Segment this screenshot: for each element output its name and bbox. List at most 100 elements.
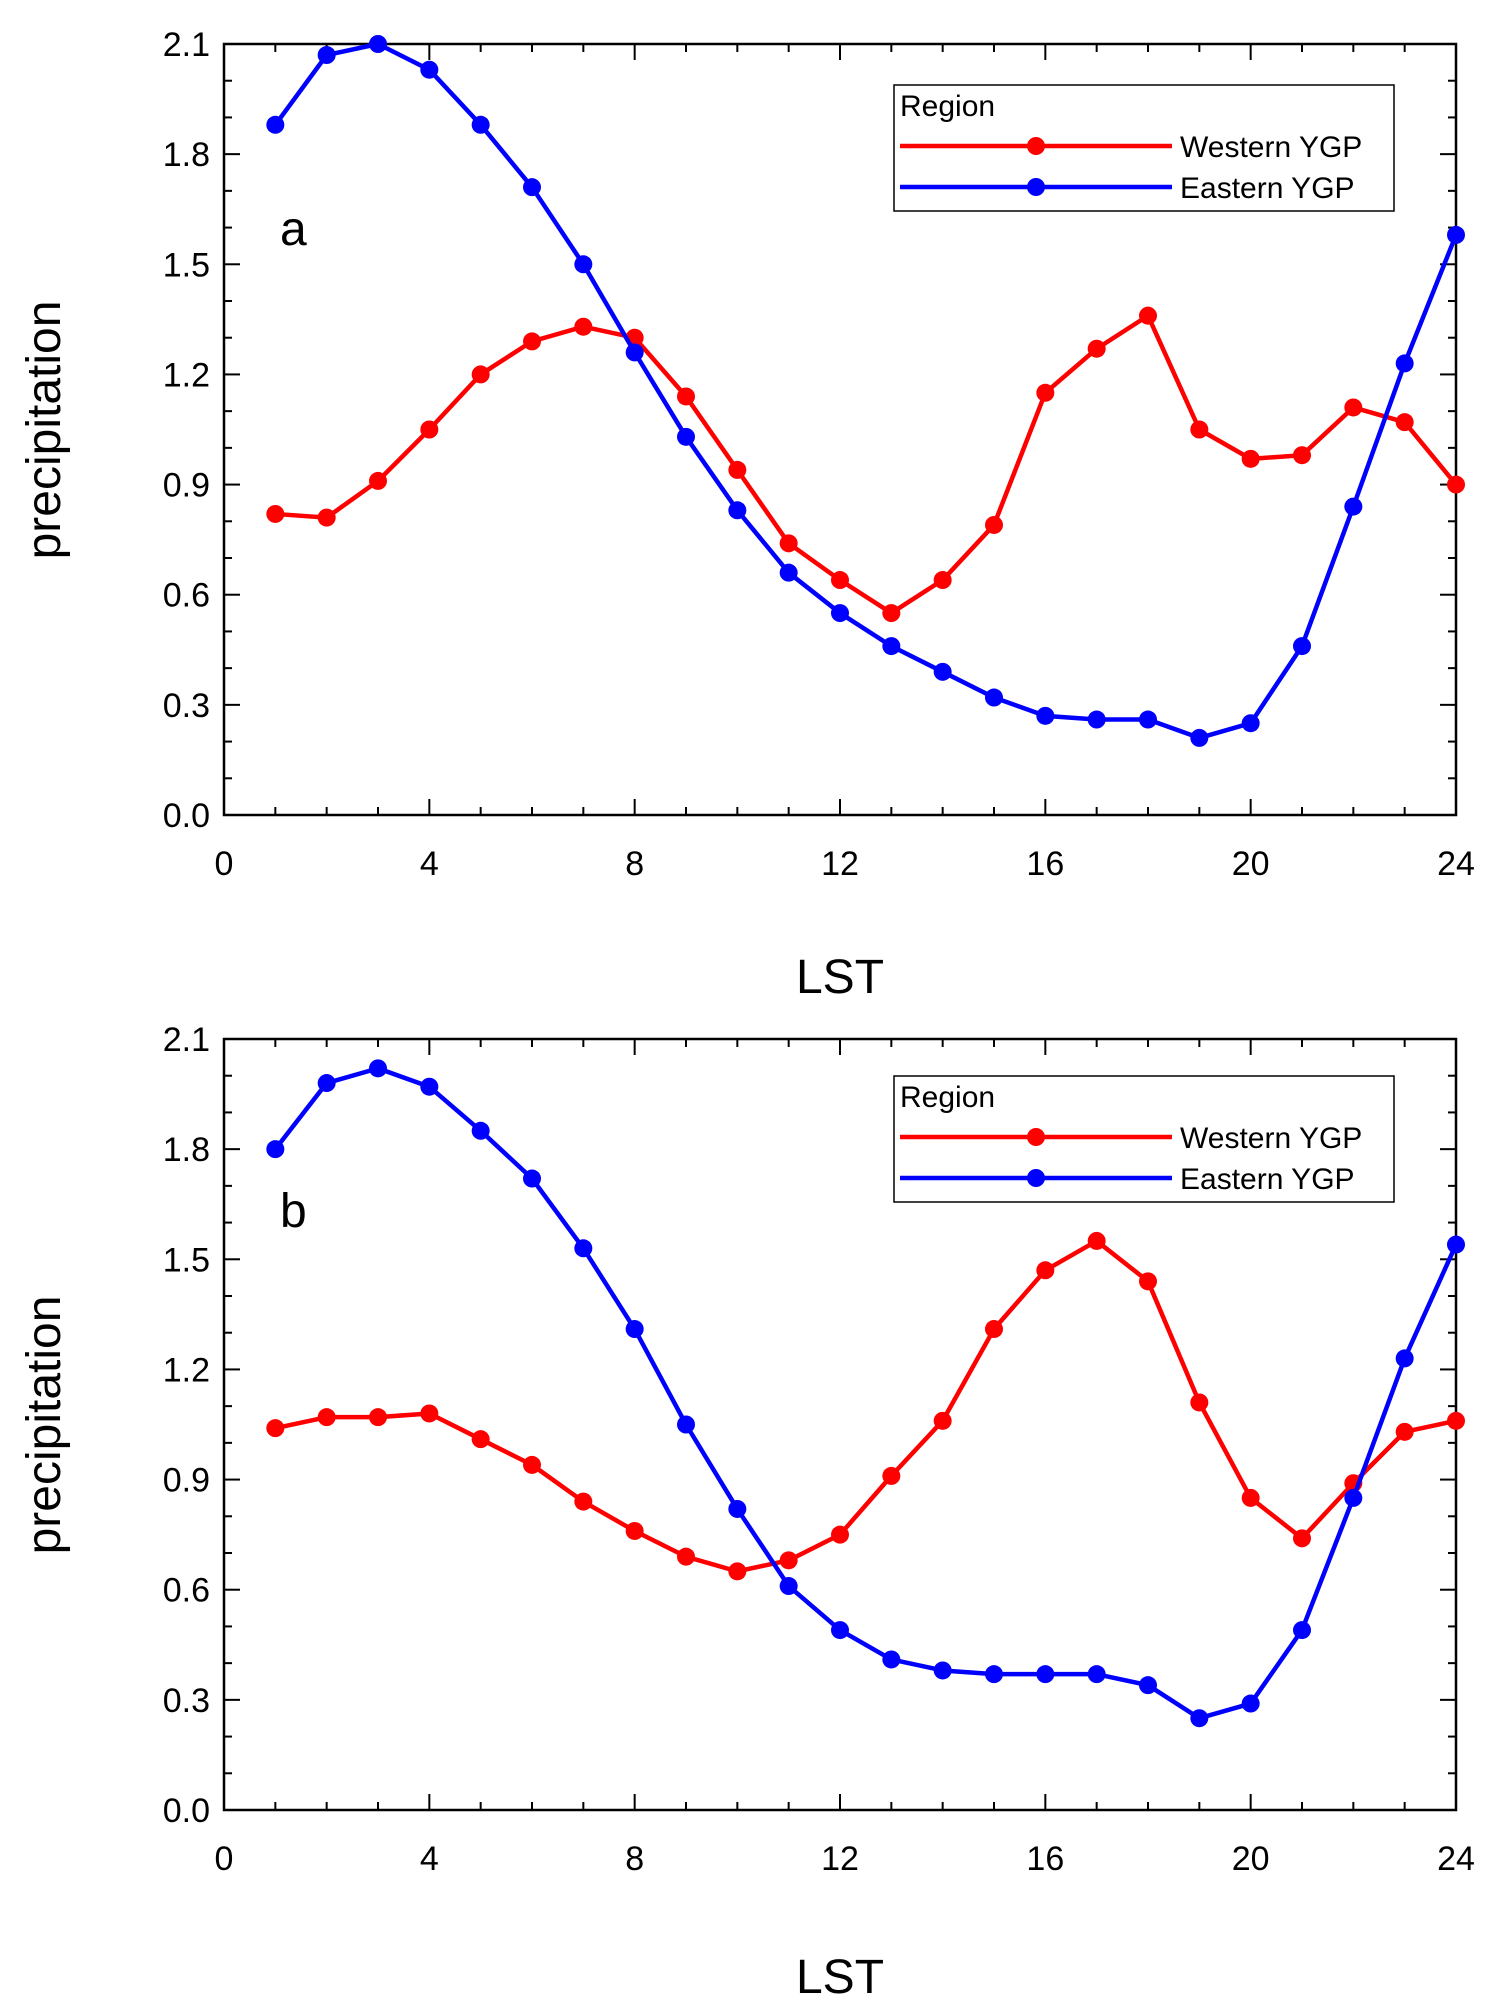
data-point-eastern-ygp: [1087, 710, 1106, 729]
data-point-western-ygp: [1344, 398, 1363, 417]
series-line-eastern-ygp: [273, 41, 1459, 741]
data-point-eastern-ygp: [1344, 497, 1363, 516]
data-point-eastern-ygp: [985, 1665, 1003, 1684]
data-point-western-ygp: [882, 604, 901, 623]
data-point-eastern-ygp: [1139, 1676, 1157, 1695]
data-point-western-ygp: [1190, 1393, 1209, 1412]
y-tick-label: 0.6: [163, 577, 210, 615]
y-tick-label: 1.5: [163, 246, 210, 284]
y-tick-label: 1.8: [163, 136, 210, 174]
x-tick-label: 4: [420, 845, 439, 883]
data-point-western-ygp: [625, 1521, 644, 1540]
legend-label-western: Western YGP: [1180, 1122, 1362, 1155]
legend-marker-eastern: [1027, 1169, 1045, 1187]
data-point-eastern-ygp: [1395, 354, 1414, 373]
data-point-eastern-ygp: [1139, 710, 1157, 729]
x-tick-label: 16: [1026, 1840, 1064, 1878]
data-point-eastern-ygp: [523, 1169, 541, 1188]
data-point-eastern-ygp: [779, 563, 798, 582]
x-tick-label: 8: [625, 1840, 644, 1878]
data-point-western-ygp: [420, 420, 439, 439]
y-tick-label: 0.3: [163, 1682, 210, 1720]
y-tick-label: 1.2: [163, 356, 210, 394]
y-tick-label: 0.0: [163, 797, 210, 835]
data-point-eastern-ygp: [369, 35, 387, 53]
data-point-eastern-ygp: [1293, 637, 1311, 656]
data-point-eastern-ygp: [1293, 1621, 1311, 1640]
y-tick-label: 2.1: [163, 1021, 210, 1059]
data-point-western-ygp: [831, 571, 849, 590]
chart-panel-a: 0 4 8 12 16 20 24 0.0 0.3 0.6 0.9 1.2 1.5 1.8 2.1 a LS…: [18, 26, 1475, 1000]
data-point-eastern-ygp: [1344, 1488, 1363, 1507]
data-point-eastern-ygp: [317, 46, 336, 65]
x-tick-label: 12: [821, 845, 859, 883]
data-point-western-ygp: [574, 1492, 593, 1511]
data-point-western-ygp: [1190, 420, 1209, 439]
data-point-eastern-ygp: [1036, 1665, 1055, 1684]
data-point-eastern-ygp: [677, 1415, 695, 1434]
data-point-eastern-ygp: [882, 1650, 901, 1669]
data-point-western-ygp: [1395, 1422, 1414, 1441]
data-point-eastern-ygp: [369, 1059, 387, 1078]
chart-panel-b: 0 4 8 12 16 20 24 0.0 0.3 0.6 0.9 1.2 1.5 1.8 2.1 b LS…: [18, 1021, 1475, 1995]
data-point-eastern-ygp: [1241, 1694, 1260, 1713]
data-point-western-ygp: [728, 1562, 747, 1581]
data-point-western-ygp: [523, 1455, 541, 1474]
x-tick-label: 20: [1232, 845, 1270, 883]
data-point-western-ygp: [317, 1408, 336, 1427]
data-point-eastern-ygp: [677, 427, 695, 446]
legend-label-western: Western YGP: [1180, 131, 1362, 164]
x-axis-label: LST: [796, 951, 884, 1000]
data-point-western-ygp: [882, 1466, 901, 1485]
data-point-eastern-ygp: [1241, 714, 1260, 733]
data-point-eastern-ygp: [985, 688, 1003, 707]
x-tick-label: 8: [625, 845, 644, 883]
data-point-eastern-ygp: [471, 115, 490, 134]
plot-frame-a: [222, 42, 1458, 817]
data-point-western-ygp: [1139, 306, 1157, 325]
data-point-western-ygp: [1395, 413, 1414, 432]
series-line-western-ygp: [275, 313, 1458, 616]
data-point-western-ygp: [1036, 383, 1055, 402]
data-point-western-ygp: [369, 471, 387, 490]
data-point-western-ygp: [1447, 475, 1465, 494]
x-tick-label: 0: [215, 845, 234, 883]
data-point-western-ygp: [1241, 449, 1260, 468]
data-point-eastern-ygp: [1395, 1349, 1414, 1368]
data-point-eastern-ygp: [831, 604, 849, 623]
legend-title: Region: [900, 90, 995, 123]
data-point-western-ygp: [471, 365, 490, 384]
x-tick-label: 4: [420, 1840, 439, 1878]
data-point-eastern-ygp: [1190, 728, 1209, 747]
series-line-western-ygp: [274, 1238, 1457, 1574]
y-tick-label: 2.1: [163, 26, 210, 64]
data-point-eastern-ygp: [779, 1577, 798, 1596]
data-point-eastern-ygp: [1447, 1235, 1465, 1254]
data-point-western-ygp: [471, 1430, 490, 1449]
data-point-eastern-ygp: [471, 1121, 490, 1140]
data-point-western-ygp: [728, 460, 747, 479]
data-point-western-ygp: [985, 515, 1003, 534]
legend: Region Western YGP Eastern YGP: [893, 1075, 1395, 1203]
panel-label: b: [280, 1185, 307, 1238]
y-tick-label: 1.5: [163, 1241, 210, 1279]
data-point-eastern-ygp: [1036, 706, 1055, 725]
series-layer-b: [266, 1059, 1465, 1728]
data-point-western-ygp: [369, 1408, 387, 1427]
series-line-eastern-ygp: [273, 1066, 1459, 1721]
x-tick-label: 20: [1232, 1840, 1270, 1878]
data-point-western-ygp: [1447, 1411, 1465, 1430]
data-point-western-ygp: [266, 1419, 285, 1438]
y-tick-label: 1.2: [163, 1351, 210, 1389]
data-point-western-ygp: [677, 1547, 695, 1566]
legend-label-eastern: Eastern YGP: [1180, 172, 1355, 205]
data-point-western-ygp: [266, 504, 285, 523]
data-point-western-ygp: [317, 508, 336, 527]
data-point-eastern-ygp: [420, 1077, 439, 1096]
data-point-western-ygp: [677, 387, 695, 406]
data-point-eastern-ygp: [933, 662, 952, 681]
x-tick-label: 16: [1026, 845, 1064, 883]
y-tick-label: 1.8: [163, 1131, 210, 1169]
data-point-western-ygp: [1293, 1529, 1311, 1548]
data-point-eastern-ygp: [523, 178, 541, 197]
